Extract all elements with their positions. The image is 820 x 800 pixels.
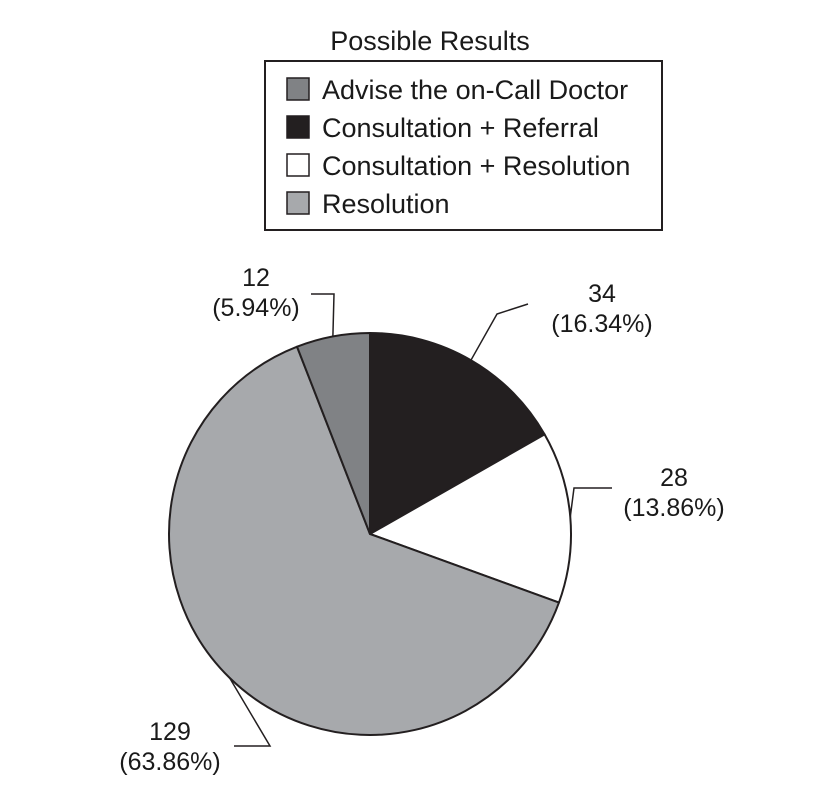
legend-swatch-advise-the-on-call-doctor (286, 77, 310, 101)
legend-label-resolution: Resolution (322, 189, 450, 219)
data-label-percent-advise-the-on-call-doctor: (5.94%) (212, 294, 300, 322)
legend-title: Possible Results (330, 26, 530, 56)
leader-line-consultation-resolution (569, 487, 612, 518)
data-labels: 34(16.34%) 28(13.86%) 129(63.86%) 12(5.94%) (119, 264, 724, 776)
legend-frame (264, 60, 663, 231)
data-label-value-consultation-resolution: 28 (660, 464, 688, 492)
data-label-percent-consultation-referral: (16.34%) (551, 310, 652, 338)
data-label-value-advise-the-on-call-doctor: 12 (242, 264, 270, 292)
legend-label-advise-the-on-call-doctor: Advise the on-Call Doctor (322, 75, 628, 105)
pie-slice-advise-the-on-call-doctor (296, 332, 371, 535)
leader-line-consultation-referral (470, 303, 529, 361)
legend-label-consultation-resolution: Consultation + Resolution (322, 151, 630, 181)
legend-swatch-resolution (286, 191, 310, 215)
data-label-percent-resolution: (63.86%) (119, 748, 220, 776)
legend-swatch-consultation-resolution (286, 153, 310, 177)
pie-slices (168, 332, 572, 736)
data-label-value-consultation-referral: 34 (588, 280, 616, 308)
data-label-value-resolution: 129 (149, 718, 191, 746)
pie-slice-consultation-referral (369, 332, 546, 535)
data-label-percent-consultation-resolution: (13.86%) (623, 494, 724, 522)
pie-slice-consultation-resolution (369, 433, 572, 604)
legend-swatch-consultation-referral (286, 115, 310, 139)
legend-label-consultation-referral: Consultation + Referral (322, 113, 599, 143)
legend: Advise the on-Call Doctor Consultation + … (264, 60, 663, 231)
leader-line-resolution (228, 677, 272, 747)
leader-lines (228, 293, 612, 747)
leader-line-advise-the-on-call-doctor (311, 293, 335, 337)
